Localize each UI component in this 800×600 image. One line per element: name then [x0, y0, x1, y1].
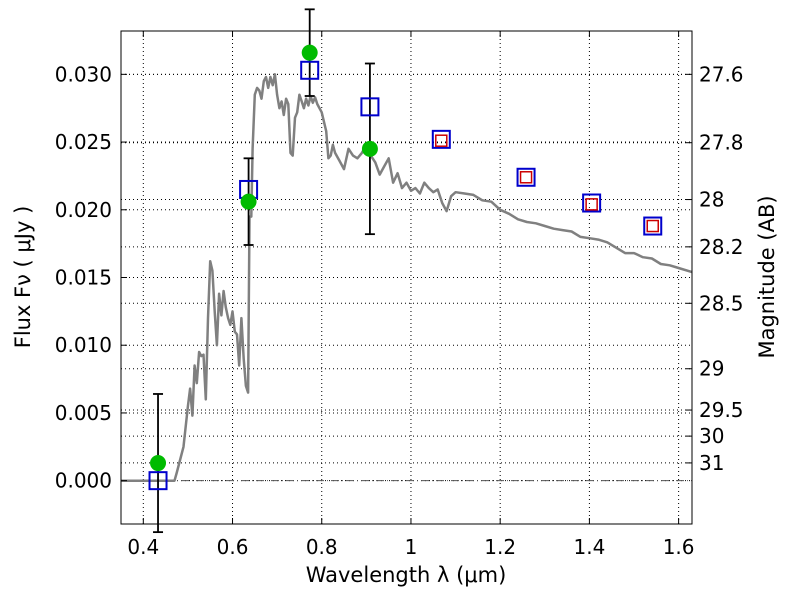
y2-axis-title: Magnitude (AB)	[755, 195, 779, 358]
observed-point	[361, 140, 378, 157]
observed-point	[150, 455, 167, 472]
x-tick-label: 0.8	[306, 535, 338, 559]
y2-tick-label: 27.6	[699, 62, 744, 86]
model-spectrum-line	[121, 73, 693, 482]
model-band-inner-square	[435, 134, 448, 147]
y2-tick-label: 27.8	[699, 131, 744, 155]
y2-tick-label: 29	[699, 357, 724, 381]
x-tick-label: 1.2	[484, 535, 516, 559]
series-layer	[121, 8, 693, 534]
model-band-square	[431, 129, 451, 149]
plot-frame	[120, 30, 693, 525]
y2-tick-label: 28.5	[699, 291, 744, 315]
model-band-square	[643, 216, 663, 236]
y2-tick-label: 28	[699, 188, 724, 212]
model-band-square	[300, 60, 320, 80]
y-tick-label: 0.005	[55, 401, 112, 425]
tick-layer: 0.4 0.6 0.8 1 1.2 1.4 1.6 0.000 0.005 0.010 0.015 0…	[55, 31, 744, 559]
x-axis-title: Wavelength λ (μm)	[306, 563, 507, 587]
x-tick-label: 1	[405, 535, 418, 559]
observed-point	[301, 44, 318, 61]
y2-tick-label: 30	[699, 424, 724, 448]
y-axis-title: Flux Fν ( μJy )	[11, 206, 35, 349]
model-band-square	[360, 97, 380, 117]
model-band-inner-square	[585, 198, 598, 211]
y-tick-label: 0.020	[55, 198, 112, 222]
y-tick-label: 0.015	[55, 266, 112, 290]
model-band-inner-square	[519, 171, 533, 184]
x-tick-label: 0.4	[127, 535, 159, 559]
x-tick-label: 1.6	[663, 535, 695, 559]
y-tick-label: 0.025	[55, 130, 112, 154]
model-band-square	[516, 167, 536, 187]
x-tick-label: 0.6	[217, 535, 249, 559]
y-tick-label: 0.030	[55, 62, 112, 86]
y-tick-label: 0.010	[55, 333, 112, 357]
y-tick-label: 0.000	[55, 469, 112, 493]
model-band-square	[582, 193, 602, 213]
y2-tick-label: 31	[699, 451, 724, 475]
observed-point	[240, 193, 257, 210]
x-tick-label: 1.4	[573, 535, 605, 559]
y2-tick-label: 29.5	[699, 398, 744, 422]
model-band-inner-square	[646, 219, 659, 233]
grid-layer	[121, 31, 692, 524]
model-band-square	[148, 471, 168, 491]
y2-tick-label: 28.2	[699, 235, 744, 259]
